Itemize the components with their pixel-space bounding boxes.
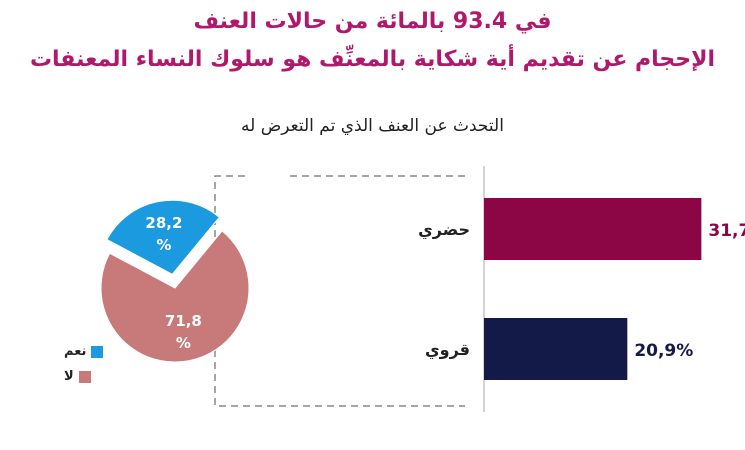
pie-label-value-no: 71,8 [165,312,202,330]
chart-title-line-1: في 93.4 بالمائة من حالات العنف [193,9,552,34]
legend-label-no: لا [64,369,74,384]
pie-slice-yes [106,199,221,275]
bar-category-label-urban: حضري [418,220,470,240]
legend-swatch-yes [91,345,104,358]
pie-label-unit-yes: % [156,236,171,254]
legend-item-yes: نعم [64,344,104,359]
chart-subtitle: التحدث عن العنف الذي تم التعرض له [241,116,504,136]
dashed-frame [214,175,465,407]
legend-label-yes: نعم [64,344,87,359]
bar-value-label-rural: 20,9% [634,341,693,361]
bar-value-label-urban: 31,7% [708,221,745,241]
legend-swatch-no [78,370,91,383]
chart-title-line-2: الإحجام عن تقديم أية شكاية بالمعنِّف هو … [29,47,716,72]
legend-item-no: لا [64,369,91,384]
bar-rural [484,318,628,380]
pie-slice-no [100,230,250,363]
bar-urban [484,198,702,260]
pie-label-value-yes: 28,2 [145,214,182,232]
bar-category-label-rural: قروي [425,340,470,360]
pie-label-unit-no: % [176,334,191,352]
